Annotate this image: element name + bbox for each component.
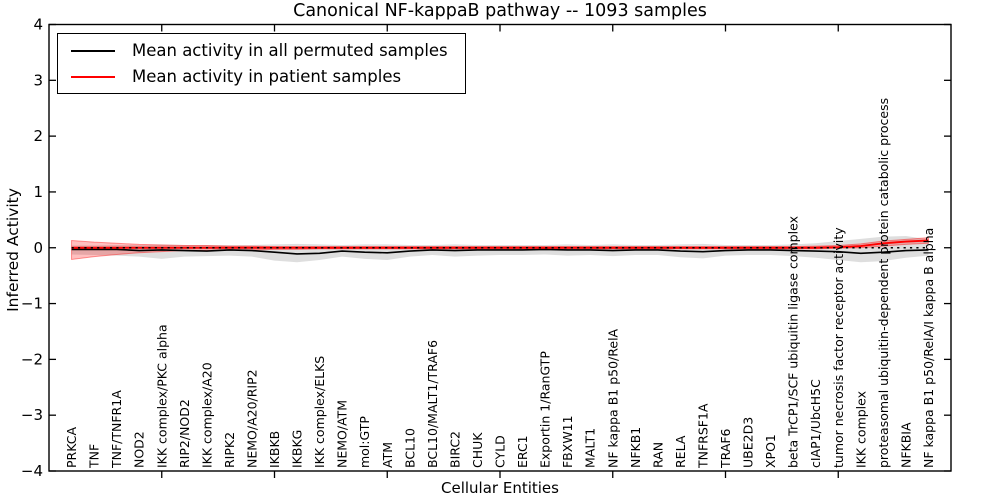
x-category-label: BCL10/MALT1/TRAF6 bbox=[425, 340, 440, 468]
legend: Mean activity in all permuted samples Me… bbox=[57, 33, 466, 94]
x-category-label: beta TrCP1/SCF ubiquitin ligase complex bbox=[786, 216, 801, 468]
x-category-label: CHUK bbox=[470, 432, 485, 468]
x-category-label: MALT1 bbox=[583, 428, 598, 468]
y-axis-label: Inferred Activity bbox=[4, 188, 22, 312]
x-category-label: NFKB1 bbox=[628, 427, 643, 468]
legend-line-sample-red bbox=[71, 75, 115, 78]
x-category-label: NF kappa B1 p50/RelA/I kappa B alpha bbox=[921, 228, 936, 468]
x-category-label: RIPK2 bbox=[222, 432, 237, 468]
x-category-label: NFKBIA bbox=[898, 422, 913, 468]
x-category-label: TNF bbox=[87, 444, 102, 469]
legend-label-permuted: Mean activity in all permuted samples bbox=[132, 41, 448, 60]
legend-item-patient: Mean activity in patient samples bbox=[71, 67, 448, 86]
series-line-0 bbox=[71, 248, 929, 255]
x-category-label: IKK complex/ELKS bbox=[312, 356, 327, 468]
x-category-label: UBE2D3 bbox=[741, 417, 756, 468]
legend-line-sample-black bbox=[71, 49, 115, 52]
x-category-label: Exportin 1/RanGTP bbox=[538, 351, 553, 468]
y-tick-label: 1 bbox=[33, 183, 43, 201]
x-category-label: CYLD bbox=[493, 435, 508, 468]
x-category-label: TRAF6 bbox=[718, 428, 733, 469]
chart-title: Canonical NF-kappaB pathway -- 1093 samp… bbox=[293, 1, 707, 21]
x-category-label: XPO1 bbox=[763, 434, 778, 468]
x-axis-label: Cellular Entities bbox=[441, 479, 559, 497]
x-category-label: IKBKB bbox=[267, 431, 282, 468]
x-category-label: IKK complex bbox=[853, 391, 868, 468]
x-category-label: NEMO/A20/RIP2 bbox=[244, 369, 259, 468]
x-category-label: PRKCA bbox=[64, 427, 79, 468]
x-category-label: ATM bbox=[380, 442, 395, 468]
y-tick-label: −2 bbox=[21, 350, 43, 368]
y-tick-label: −1 bbox=[21, 295, 43, 313]
x-category-label: FBXW11 bbox=[560, 415, 575, 468]
x-category-label: BIRC2 bbox=[447, 431, 462, 468]
x-category-label: TNFRSF1A bbox=[695, 403, 710, 469]
x-category-label: ERC1 bbox=[515, 435, 530, 468]
y-tick-label: −4 bbox=[21, 462, 43, 480]
y-tick-label: 2 bbox=[33, 127, 43, 145]
x-category-label: RIP2/NOD2 bbox=[177, 399, 192, 468]
x-category-label: proteasomal ubiquitin-dependent protein … bbox=[876, 98, 891, 468]
x-category-label: IKK complex/A20 bbox=[199, 362, 214, 468]
y-tick-label: 0 bbox=[33, 239, 43, 257]
legend-item-permuted: Mean activity in all permuted samples bbox=[71, 41, 448, 60]
x-category-label: RELA bbox=[673, 435, 688, 468]
x-category-label: TNF/TNFR1A bbox=[109, 390, 124, 469]
x-category-label: IKBKG bbox=[290, 430, 305, 468]
x-category-label: mol:GTP bbox=[357, 416, 372, 468]
x-category-label: RAN bbox=[650, 442, 665, 468]
confidence-band-0 bbox=[71, 236, 929, 263]
y-tick-label: −3 bbox=[21, 406, 43, 424]
x-category-label: NEMO/ATM bbox=[335, 400, 350, 468]
x-category-label: BCL10 bbox=[402, 428, 417, 468]
x-category-label: NOD2 bbox=[132, 431, 147, 468]
x-category-label: tumor necrosis factor receptor activity bbox=[831, 227, 846, 468]
y-tick-label: 4 bbox=[33, 16, 43, 34]
y-tick-label: 3 bbox=[33, 71, 43, 89]
x-category-label: IKK complex/PKC alpha bbox=[154, 324, 169, 468]
x-category-label: NF kappa B1 p50/RelA bbox=[605, 328, 620, 468]
legend-label-patient: Mean activity in patient samples bbox=[132, 67, 402, 86]
x-category-label: cIAP1/UbcH5C bbox=[808, 379, 823, 468]
